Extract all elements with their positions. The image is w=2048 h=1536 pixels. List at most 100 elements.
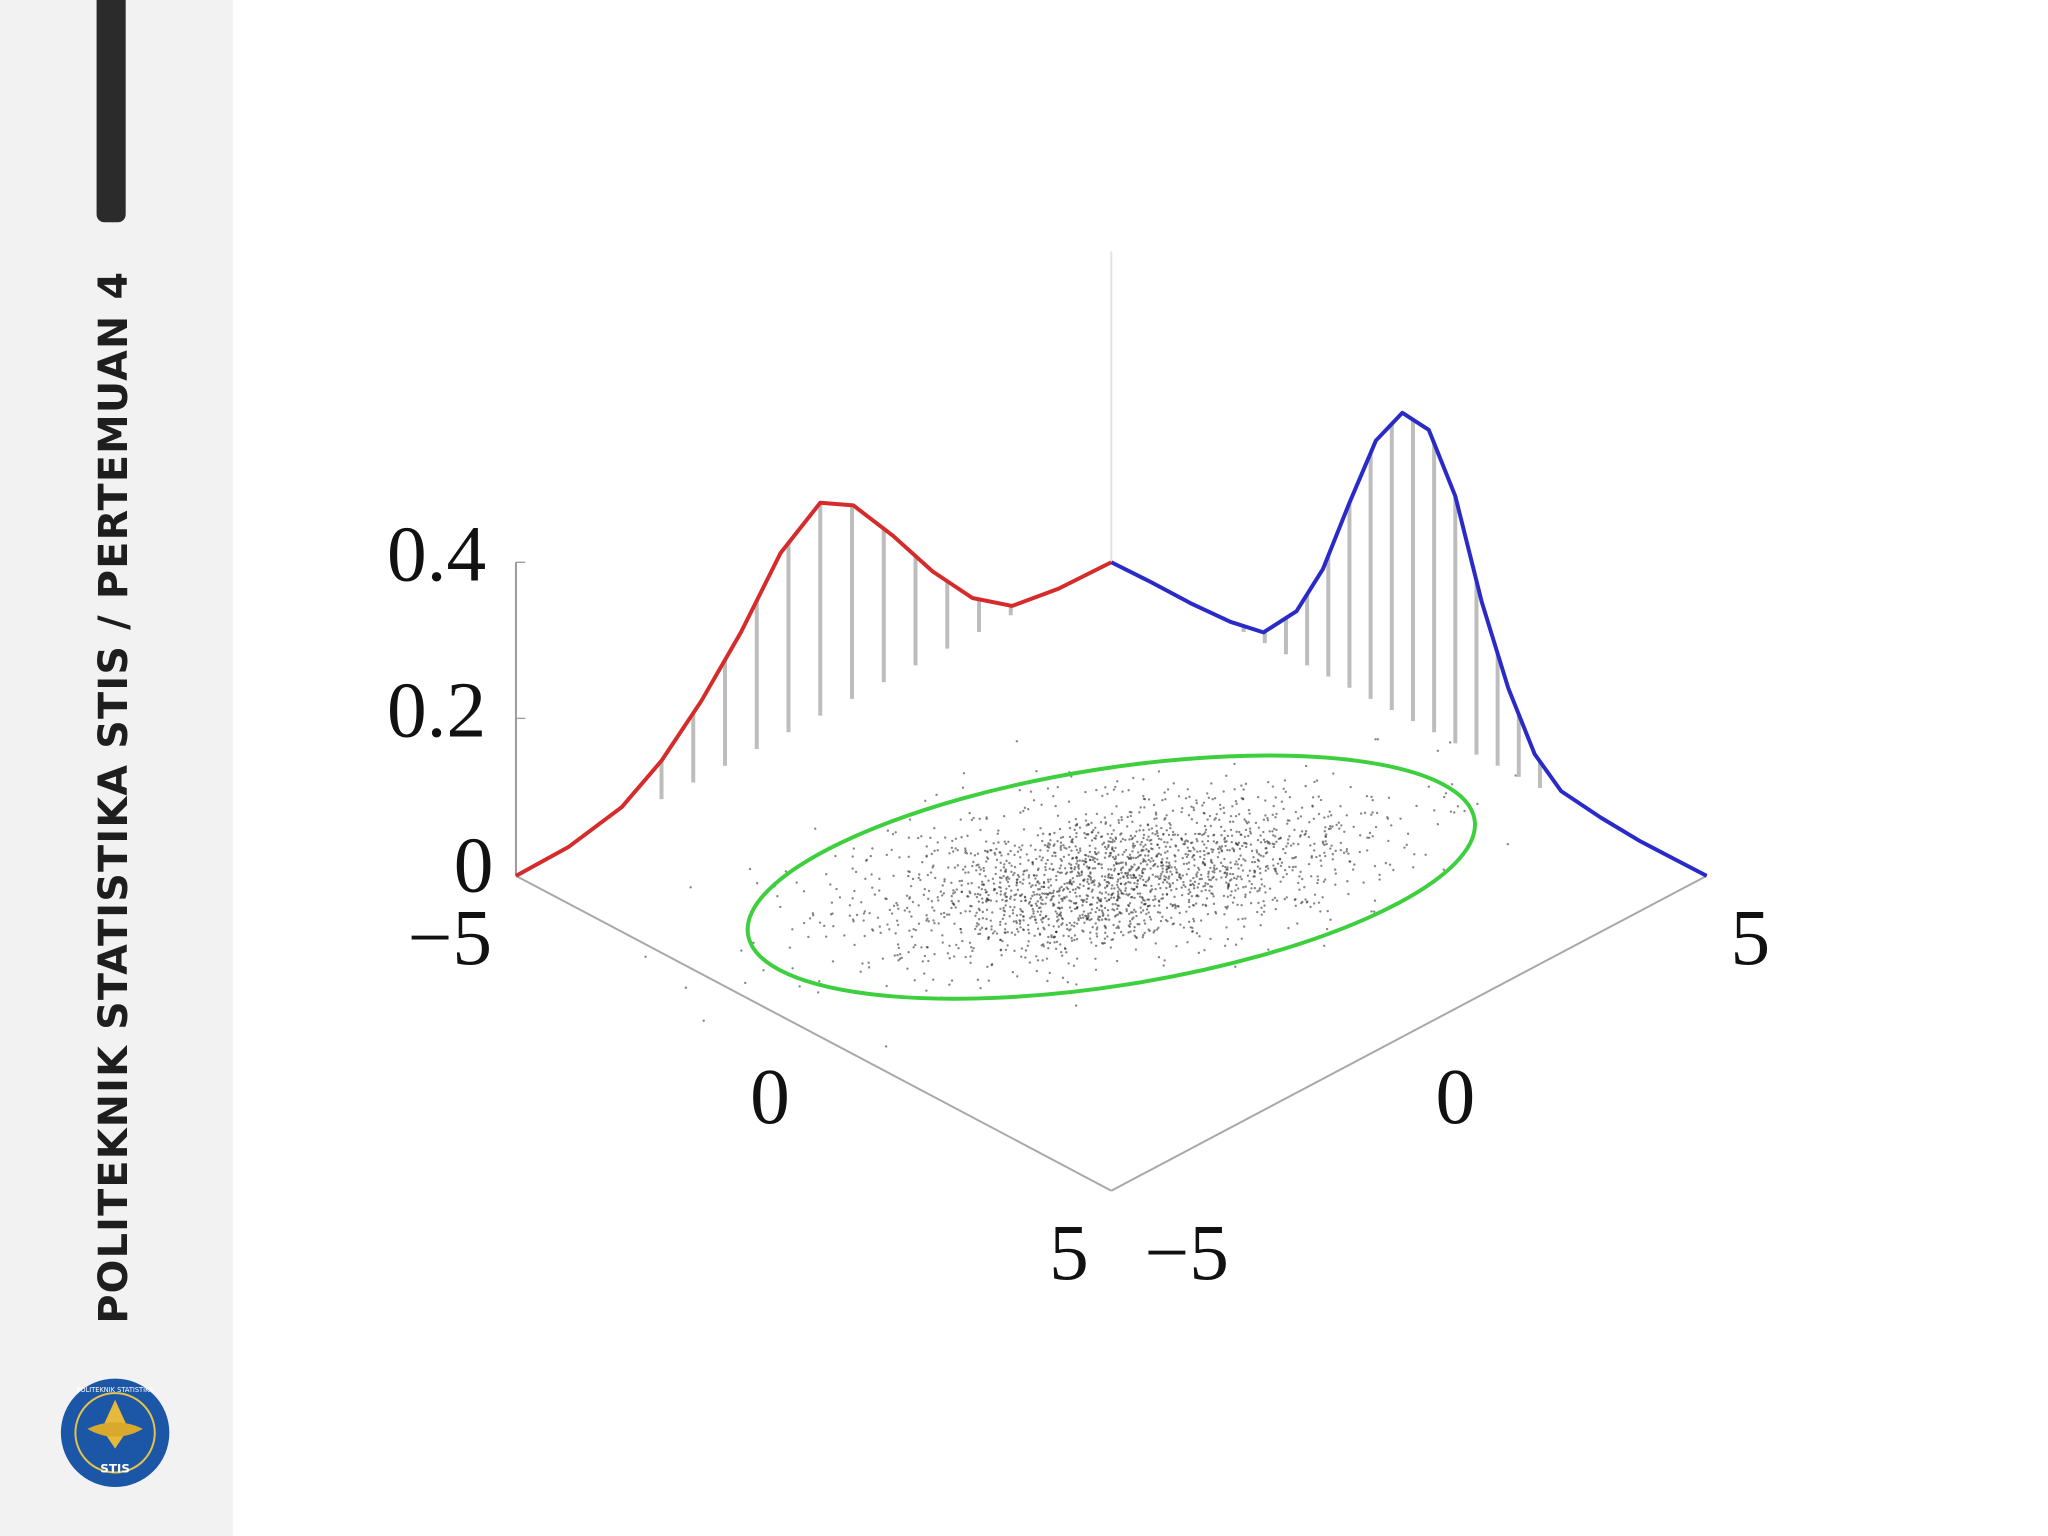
scatter-dot bbox=[885, 984, 888, 988]
scatter-dot bbox=[1231, 901, 1235, 904]
scatter-dot bbox=[1142, 878, 1145, 882]
scatter-dot bbox=[1207, 875, 1210, 878]
scatter-dot bbox=[1090, 831, 1093, 834]
scatter-dot bbox=[917, 922, 921, 925]
scatter-dot bbox=[1139, 824, 1142, 827]
scatter-dot bbox=[1225, 926, 1228, 929]
scatter-dot bbox=[922, 893, 926, 897]
scatter-dot bbox=[1055, 874, 1058, 878]
scatter-dot bbox=[881, 957, 885, 960]
scatter-dot bbox=[1300, 806, 1304, 809]
scatter-dot bbox=[1304, 898, 1307, 901]
hatching bbox=[659, 419, 1542, 800]
scatter-dot bbox=[1004, 870, 1007, 873]
scatter-dot bbox=[1156, 843, 1159, 847]
scatter-dot bbox=[1078, 847, 1082, 850]
scatter-dot bbox=[1327, 815, 1330, 818]
scatter-dot bbox=[1074, 902, 1077, 905]
scatter-dot bbox=[1110, 832, 1113, 836]
scatter-dot bbox=[1147, 835, 1150, 838]
scatter-dot bbox=[1058, 889, 1061, 892]
scatter-dot bbox=[1110, 893, 1113, 897]
scatter-dot bbox=[1144, 860, 1147, 863]
scatter-dot bbox=[1265, 846, 1268, 850]
scatter-dot bbox=[1079, 916, 1082, 920]
scatter-dot bbox=[1114, 846, 1117, 850]
scatter-dot bbox=[886, 829, 890, 832]
scatter-dot bbox=[1046, 979, 1049, 983]
scatter-dot bbox=[1173, 903, 1177, 906]
scatter-dot bbox=[1094, 826, 1097, 829]
scatter-dot bbox=[987, 936, 991, 939]
scatter-dot bbox=[1286, 822, 1289, 825]
scatter-dot bbox=[1213, 871, 1216, 874]
scatter-dot bbox=[985, 860, 988, 863]
scatter-dot bbox=[1192, 806, 1195, 809]
scatter-dot bbox=[1207, 834, 1210, 838]
scatter-dot bbox=[1131, 918, 1134, 921]
scatter-dot bbox=[1233, 762, 1236, 766]
scatter-dot bbox=[964, 849, 967, 852]
scatter-dot bbox=[1163, 791, 1166, 794]
scatter-dot bbox=[1094, 944, 1098, 948]
scatter-dot bbox=[1205, 846, 1208, 850]
scatter-dot bbox=[1150, 827, 1154, 830]
scatter-dot bbox=[1030, 915, 1034, 918]
scatter-dot bbox=[802, 921, 806, 925]
scatter-dot bbox=[990, 925, 993, 928]
scatter-dot bbox=[1112, 864, 1116, 867]
scatter-dot bbox=[1345, 848, 1349, 851]
scatter-dot bbox=[960, 884, 963, 887]
scatter-dot bbox=[1024, 899, 1027, 903]
scatter-dot bbox=[1029, 904, 1033, 907]
scatter-dot bbox=[1119, 840, 1123, 843]
scatter-dot bbox=[1058, 867, 1062, 870]
scatter-dot bbox=[1100, 918, 1104, 921]
scatter-dot bbox=[1225, 873, 1229, 877]
scatter-dot bbox=[991, 877, 995, 881]
scatter-dot bbox=[1097, 885, 1100, 888]
scatter-dot bbox=[1094, 852, 1097, 855]
scatter-dot bbox=[912, 946, 915, 949]
scatter-dot bbox=[1095, 906, 1099, 910]
scatter-dot bbox=[1046, 787, 1050, 790]
scatter-dot bbox=[1239, 854, 1242, 857]
scatter-dot bbox=[1007, 852, 1010, 856]
scatter-dot bbox=[1116, 780, 1119, 783]
scatter-dot bbox=[1390, 824, 1393, 827]
scatter-dot bbox=[986, 850, 989, 854]
scatter-dot bbox=[1121, 853, 1124, 856]
scatter-dot bbox=[1103, 856, 1107, 859]
scatter-dot bbox=[952, 889, 955, 892]
scatter-dot bbox=[1004, 904, 1007, 907]
scatter-dot bbox=[984, 875, 987, 878]
scatter-dot bbox=[1209, 878, 1212, 882]
scatter-dot bbox=[862, 919, 865, 922]
scatter-dot bbox=[989, 919, 992, 922]
scatter-dot bbox=[1240, 784, 1243, 787]
left-axis-label: −5 bbox=[408, 894, 492, 982]
scatter-dot bbox=[1339, 848, 1343, 852]
scatter-dot bbox=[1192, 917, 1195, 921]
scatter-dot bbox=[1083, 921, 1086, 924]
scatter-dot bbox=[990, 963, 994, 966]
scatter-dot bbox=[1249, 832, 1253, 835]
scatter-dot bbox=[1126, 855, 1129, 859]
scatter-dot bbox=[925, 919, 928, 922]
scatter-dot bbox=[1035, 857, 1038, 861]
scatter-dot bbox=[1192, 904, 1196, 907]
scatter-dot bbox=[1209, 937, 1212, 941]
scatter-dot bbox=[1180, 893, 1184, 897]
scatter-dot bbox=[1048, 971, 1051, 975]
scatter-dot bbox=[1082, 910, 1086, 913]
scatter-dot bbox=[744, 981, 747, 985]
scatter-dot bbox=[941, 884, 944, 887]
scatter-dot bbox=[972, 947, 975, 950]
scatter-dot bbox=[1260, 883, 1264, 886]
scatter-dot bbox=[1271, 813, 1274, 817]
scatter-dot bbox=[1248, 827, 1252, 830]
scatter-dot bbox=[995, 932, 999, 935]
scatter-dot bbox=[1193, 880, 1197, 883]
scatter-dot bbox=[1043, 892, 1046, 896]
